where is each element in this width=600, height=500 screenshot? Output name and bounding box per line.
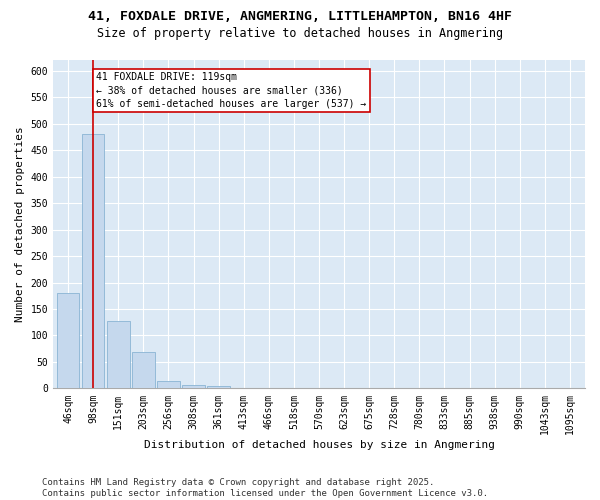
Bar [107,320,130,388]
Text: 41, FOXDALE DRIVE, ANGMERING, LITTLEHAMPTON, BN16 4HF: 41, FOXDALE DRIVE, ANGMERING, LITTLEHAMP… [88,10,512,23]
Bar [157,380,180,388]
Bar [208,386,230,388]
X-axis label: Distribution of detached houses by size in Angmering: Distribution of detached houses by size … [143,440,494,450]
Bar [182,386,205,388]
Text: Size of property relative to detached houses in Angmering: Size of property relative to detached ho… [97,28,503,40]
Text: Contains HM Land Registry data © Crown copyright and database right 2025.
Contai: Contains HM Land Registry data © Crown c… [42,478,488,498]
Bar [82,134,104,388]
Y-axis label: Number of detached properties: Number of detached properties [15,126,25,322]
Bar [132,352,155,388]
Text: 41 FOXDALE DRIVE: 119sqm
← 38% of detached houses are smaller (336)
61% of semi-: 41 FOXDALE DRIVE: 119sqm ← 38% of detach… [96,72,367,108]
Bar [57,293,79,388]
